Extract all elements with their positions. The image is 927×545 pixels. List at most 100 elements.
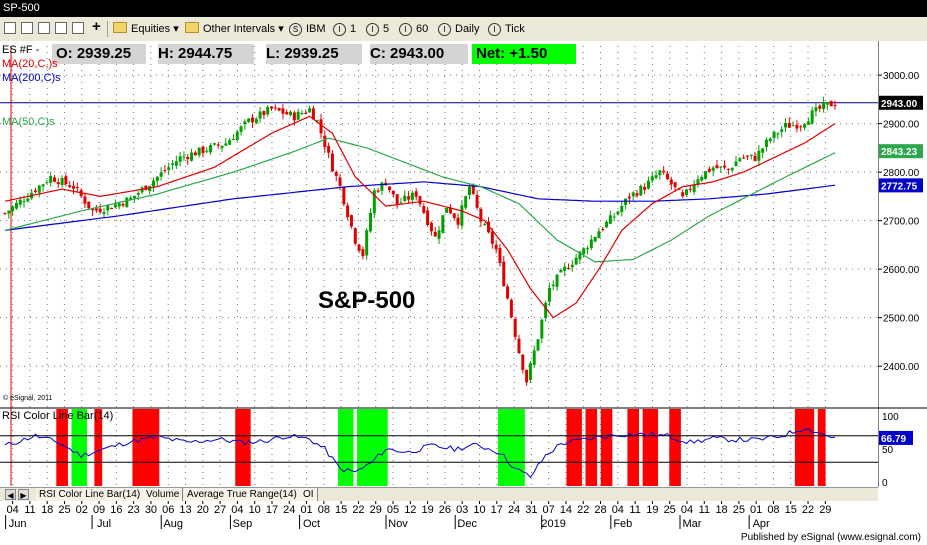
candle-body	[650, 176, 654, 181]
candle-body	[407, 196, 411, 200]
candle-body	[745, 155, 749, 157]
date-axis[interactable]: 04 11 18 25 02 09 16 23 30 06 13 20 27 04 10 17 24 01 08 15…	[0, 501, 927, 531]
grid-icon[interactable]	[72, 22, 84, 34]
candle-body	[631, 192, 635, 197]
rsi-overbought-bar	[600, 409, 613, 486]
candle-body	[795, 124, 799, 129]
day-label: 25	[733, 504, 745, 516]
rsi-tick-label: 0	[882, 478, 888, 487]
footer: Published by eSignal (www.esignal.com)	[0, 531, 927, 545]
candle-body	[574, 257, 578, 265]
tab-oi[interactable]: OI	[300, 488, 318, 501]
day-label: 29	[370, 504, 382, 516]
i-icon: I	[333, 23, 346, 36]
candle-body	[380, 182, 384, 191]
day-label: 01	[300, 504, 312, 516]
candle-body	[304, 112, 308, 114]
candle-body	[106, 205, 110, 211]
candle-body	[254, 119, 258, 124]
candle-body	[555, 274, 559, 288]
candle-body	[323, 135, 327, 148]
open-value: O: 2939.25	[52, 44, 146, 64]
candle-body	[799, 126, 803, 128]
candle-body	[395, 194, 399, 205]
day-label: 11	[699, 504, 710, 516]
candle-body	[833, 104, 837, 106]
add-icon[interactable]: +	[92, 18, 101, 35]
chart-plot-area[interactable]	[0, 41, 878, 487]
month-label: Jun	[9, 518, 27, 530]
new-chart-icon[interactable]	[4, 22, 16, 34]
tab-volume[interactable]: Volume	[143, 488, 184, 501]
chart-props-icon[interactable]	[21, 22, 33, 34]
interval-60-button[interactable]: I 60	[399, 21, 428, 37]
candle-body	[616, 211, 620, 215]
tab-scroll-right-icon[interactable]: ▶	[18, 489, 29, 500]
daily-button[interactable]: I Daily	[438, 21, 479, 37]
equities-dropdown[interactable]: Equities ▾	[113, 21, 179, 37]
candle-body	[559, 269, 563, 273]
page-icon[interactable]	[38, 22, 50, 34]
rsi-oversold-bar	[357, 409, 388, 486]
symbol-button[interactable]: S IBM	[289, 21, 326, 37]
candle-body	[730, 168, 734, 171]
window-titlebar: SP-500	[0, 0, 927, 17]
candle-body	[414, 191, 418, 197]
candle-body	[205, 150, 209, 152]
link-icon[interactable]	[55, 22, 67, 34]
day-label: 04	[612, 504, 624, 516]
other-intervals-dropdown[interactable]: Other Intervals ▾	[185, 21, 284, 37]
price-axis[interactable]: 3000.00 2900.00 2800.00 2700.00 2600.00 2500.…	[878, 41, 927, 487]
tab-atr[interactable]: Average True Range(14)	[184, 488, 301, 501]
candle-body	[308, 108, 312, 113]
day-label: 26	[439, 504, 451, 516]
tick-button[interactable]: I Tick	[488, 21, 525, 37]
candle-body	[448, 207, 452, 214]
rsi-overbought-bar	[566, 409, 575, 486]
i-icon: I	[488, 23, 501, 36]
rsi-overbought-bar	[627, 409, 640, 486]
day-label: 04	[6, 504, 18, 516]
candle-body	[129, 197, 133, 200]
candle-body	[685, 189, 689, 196]
month-label: Apr	[753, 518, 770, 530]
candle-body	[3, 213, 7, 215]
candle-body	[719, 166, 723, 168]
tab-rsi[interactable]: RSI Color Line Bar(14)	[36, 488, 145, 501]
day-label: 19	[421, 504, 433, 516]
day-label: 24	[283, 504, 295, 516]
day-label: 20	[197, 504, 209, 516]
folder-icon	[113, 22, 127, 33]
copyright-text: © eSignal, 2011	[3, 395, 53, 402]
candle-body	[292, 112, 296, 121]
candle-body	[125, 197, 129, 208]
candle-body	[528, 363, 532, 381]
ma20-line	[4, 115, 836, 319]
day-label: 10	[473, 504, 485, 516]
price-label-box	[879, 178, 923, 193]
candle-body	[665, 173, 669, 180]
day-label: 02	[76, 504, 88, 516]
candle-body	[426, 210, 430, 225]
candle-body	[281, 108, 285, 114]
candle-body	[60, 177, 64, 186]
day-label: 18	[715, 504, 727, 516]
candle-body	[734, 161, 738, 167]
tab-scroll-left-icon[interactable]: ◀	[5, 489, 16, 500]
candle-body	[357, 244, 361, 251]
candle-body	[296, 111, 300, 120]
interval-1-label: 1	[350, 23, 357, 35]
candle-body	[311, 108, 315, 120]
candle-body	[155, 176, 159, 182]
day-label: 16	[110, 504, 122, 516]
daily-label: Daily	[455, 23, 480, 35]
candle-body	[228, 140, 232, 145]
candle-body	[589, 239, 593, 249]
candle-body	[429, 222, 433, 232]
candle-body	[506, 286, 510, 299]
month-label: Jul	[97, 518, 111, 530]
day-label: 13	[179, 504, 191, 516]
candle-body	[566, 268, 570, 270]
